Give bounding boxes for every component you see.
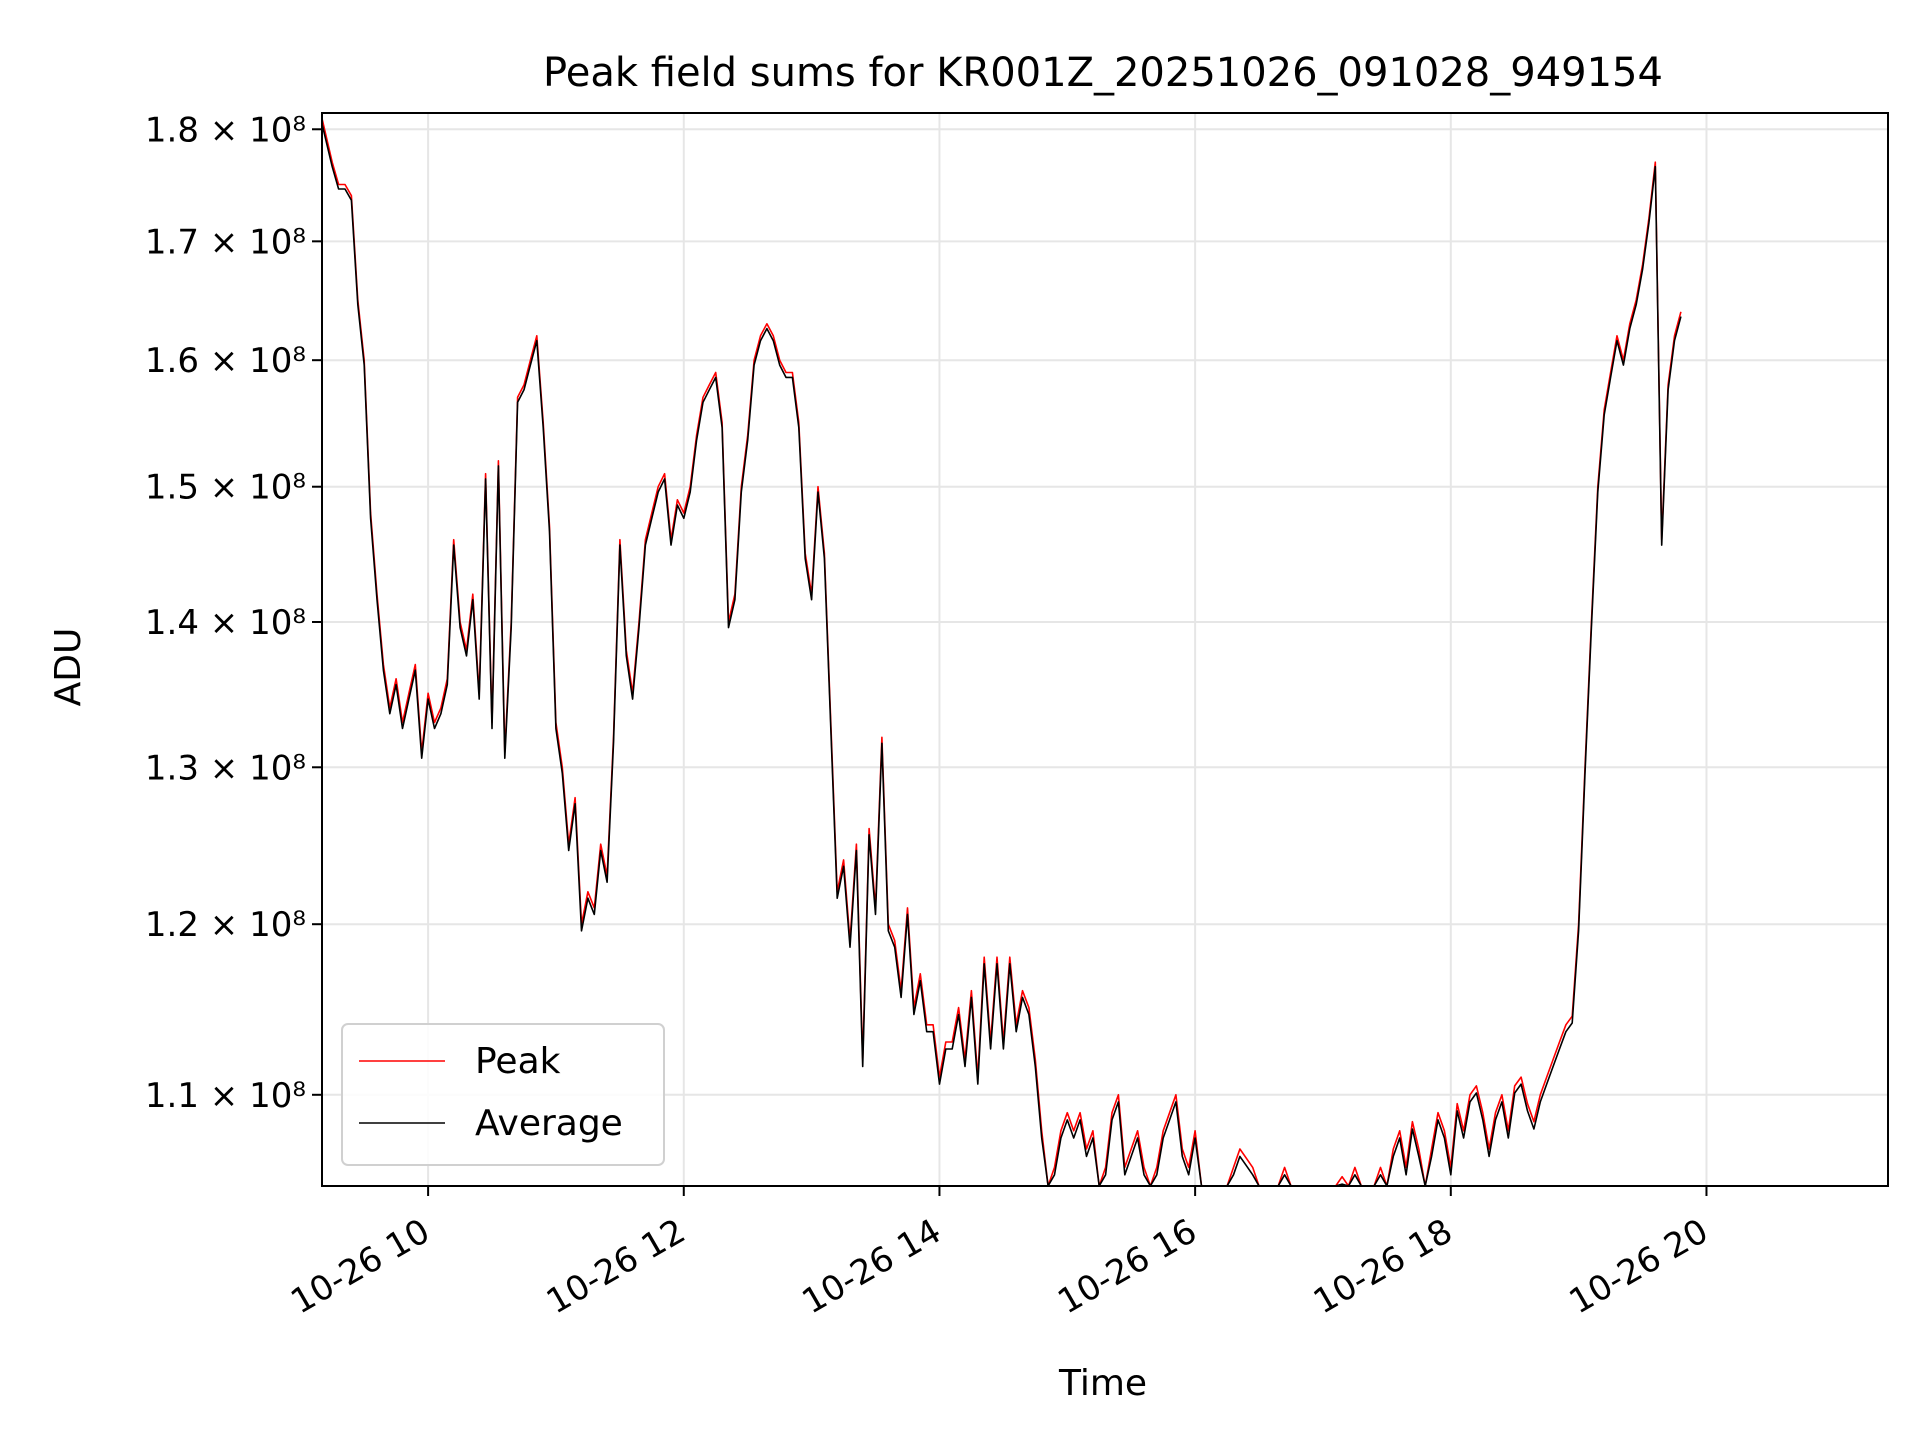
y-tick-label: 1.7 × 10⁸ xyxy=(145,222,306,262)
x-axis-label: Time xyxy=(1058,1363,1147,1404)
y-tick-label: 1.4 × 10⁸ xyxy=(145,603,306,643)
legend-label-average: Average xyxy=(475,1103,623,1144)
data-lines xyxy=(321,118,1682,1187)
y-tick-label: 1.8 × 10⁸ xyxy=(145,110,306,150)
legend-label-peak: Peak xyxy=(475,1041,561,1082)
y-tick-label: 1.3 × 10⁸ xyxy=(145,748,306,788)
y-tick-label: 1.6 × 10⁸ xyxy=(145,341,306,381)
grid-lines xyxy=(322,113,1888,1186)
chart-title: Peak field sums for KR001Z_20251026_0910… xyxy=(543,50,1663,96)
legend-box xyxy=(341,1023,665,1166)
y-axis-label: ADU xyxy=(48,628,89,707)
y-tick-label: 1.2 × 10⁸ xyxy=(145,905,306,945)
plot-frame xyxy=(321,112,1889,1187)
legend: Peak Average xyxy=(341,1023,665,1166)
y-tick-label: 1.5 × 10⁸ xyxy=(145,468,306,508)
y-tick-label: 1.1 × 10⁸ xyxy=(145,1076,306,1116)
series-line-average xyxy=(321,123,1682,1187)
